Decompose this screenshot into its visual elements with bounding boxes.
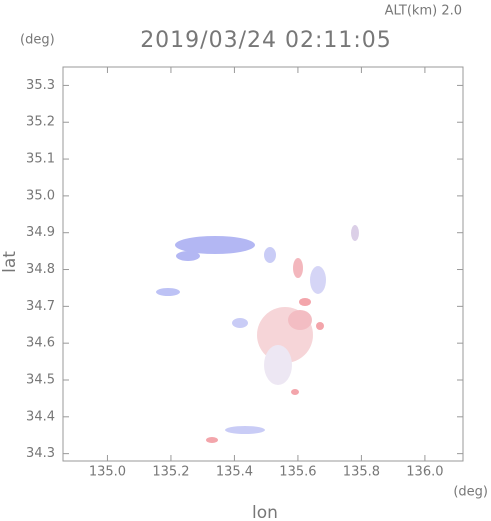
x-tick-label: 135.8 [343, 465, 380, 480]
echo [176, 251, 200, 261]
y-tick-label: 34.3 [26, 446, 55, 461]
y-tick-label: 34.9 [26, 225, 55, 240]
echo [291, 389, 299, 395]
y-tick-label: 35.3 [26, 78, 55, 93]
x-tick-label: 136.0 [406, 465, 443, 480]
echo [175, 236, 255, 254]
echo [310, 266, 326, 294]
x-axis-label: lon [252, 503, 278, 521]
y-tick-label: 35.1 [26, 152, 55, 167]
x-tick-label: 135.6 [279, 465, 316, 480]
y-tick-label: 35.0 [26, 188, 55, 203]
y-tick-label: 34.4 [26, 409, 55, 424]
chart-title: 2019/03/24 02:11:05 [140, 28, 392, 53]
y-axis-label: lat [0, 251, 20, 273]
echo [264, 247, 276, 263]
echo [288, 310, 312, 330]
echo [264, 345, 292, 385]
x-tick-label: 135.2 [152, 465, 189, 480]
y-unit: (deg) [20, 33, 55, 48]
x-unit: (deg) [453, 485, 488, 500]
y-tick-label: 34.5 [26, 372, 55, 387]
echo [206, 437, 218, 443]
radar-echoes [156, 225, 359, 443]
x-tick-label: 135.4 [216, 465, 253, 480]
echo [232, 318, 248, 328]
echo [225, 426, 265, 434]
y-tick-label: 34.8 [26, 262, 55, 277]
echo [351, 225, 359, 241]
echo [316, 322, 324, 330]
y-tick-label: 34.7 [26, 299, 55, 314]
echo [293, 258, 303, 278]
altitude-label: ALT(km) 2.0 [385, 4, 462, 19]
x-tick-label: 135.0 [89, 465, 126, 480]
plot-frame [62, 66, 464, 462]
y-tick-label: 35.2 [26, 115, 55, 130]
echo [299, 298, 311, 306]
y-tick-label: 34.6 [26, 336, 55, 351]
echo [156, 288, 180, 296]
